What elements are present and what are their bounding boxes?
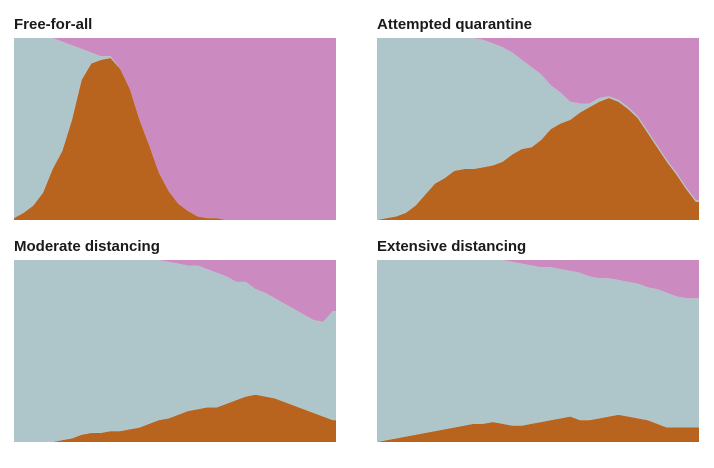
chart-panel-attempted-quarantine: Attempted quarantine [377, 16, 699, 222]
area-healthy [14, 38, 336, 220]
area-sick [377, 98, 699, 220]
chart-panel-extensive-distancing: Extensive distancing [377, 238, 699, 444]
area-healthy [14, 260, 336, 442]
area-recovered [377, 260, 699, 299]
area-sick [14, 58, 336, 220]
chart-panel-moderate-distancing: Moderate distancing [14, 238, 336, 444]
area-healthy [377, 260, 699, 442]
chart-title: Extensive distancing [377, 238, 527, 255]
area-chart-attempted-quarantine [377, 38, 699, 220]
chart-panel-free-for-all: Free-for-all [14, 16, 336, 222]
area-sick [377, 414, 699, 442]
area-chart-extensive-distancing [377, 260, 699, 442]
chart-title: Free-for-all [14, 16, 93, 33]
area-chart-free-for-all [14, 38, 336, 220]
area-sick [14, 394, 336, 442]
area-recovered [14, 38, 336, 220]
area-healthy [377, 38, 699, 220]
area-recovered [377, 38, 699, 200]
area-recovered [14, 260, 336, 322]
chart-title: Moderate distancing [14, 238, 160, 255]
chart-title: Attempted quarantine [377, 16, 533, 33]
area-chart-moderate-distancing [14, 260, 336, 442]
